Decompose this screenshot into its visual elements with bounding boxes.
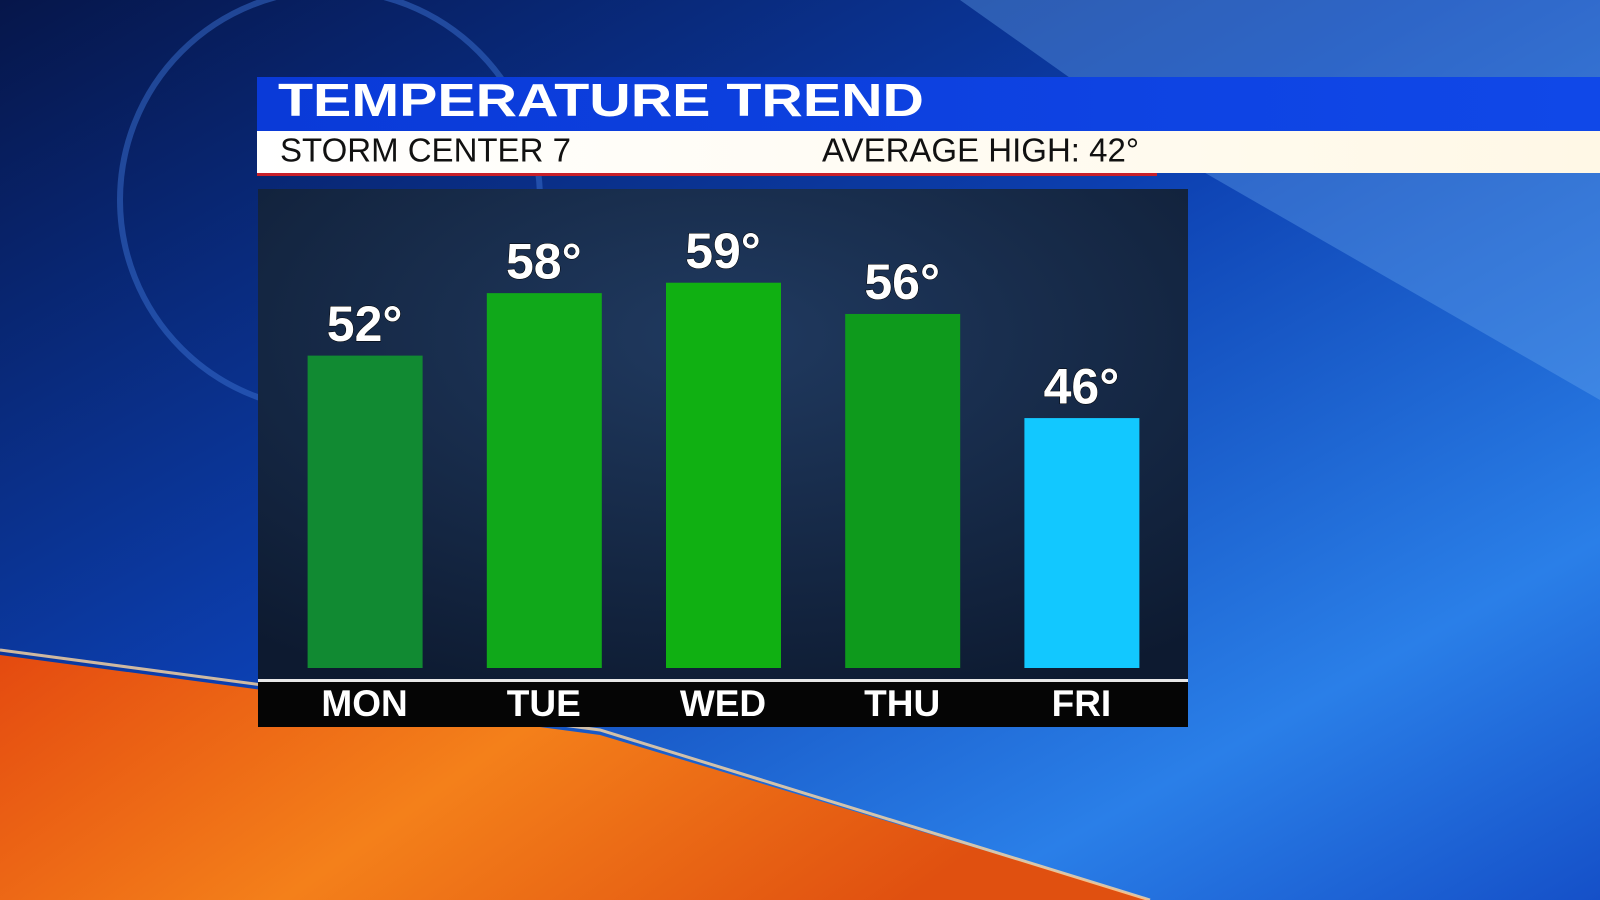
x-tick-label: MON xyxy=(321,683,407,724)
x-tick-label: FRI xyxy=(1052,683,1112,724)
bar xyxy=(307,355,423,668)
annotation: AVERAGE HIGH: 42° xyxy=(822,132,1139,169)
baseline xyxy=(258,679,1188,682)
value-label: 59° xyxy=(685,223,761,279)
bar xyxy=(845,313,961,668)
value-label: 56° xyxy=(864,254,940,310)
value-label: 46° xyxy=(1044,358,1120,414)
chart-title: TEMPERATURE TREND xyxy=(278,74,924,126)
chart-subtitle: STORM CENTER 7 xyxy=(280,132,571,169)
bar xyxy=(666,282,781,668)
bar xyxy=(486,293,602,668)
value-label: 52° xyxy=(327,296,403,352)
value-label: 58° xyxy=(506,233,582,289)
x-tick-label: WED xyxy=(680,683,766,724)
title-bar xyxy=(257,77,1600,131)
subtitle-bar xyxy=(257,131,1600,173)
bar xyxy=(1024,418,1140,668)
swoosh-edge xyxy=(0,648,1151,900)
bars: MON TUE WED THU FRI 52° 58° 59° 56° 46° xyxy=(307,222,1140,724)
subtitle-rule xyxy=(257,173,1157,176)
category-strip xyxy=(258,682,1188,727)
x-tick-label: THU xyxy=(864,683,940,724)
x-tick-label: TUE xyxy=(507,683,581,724)
